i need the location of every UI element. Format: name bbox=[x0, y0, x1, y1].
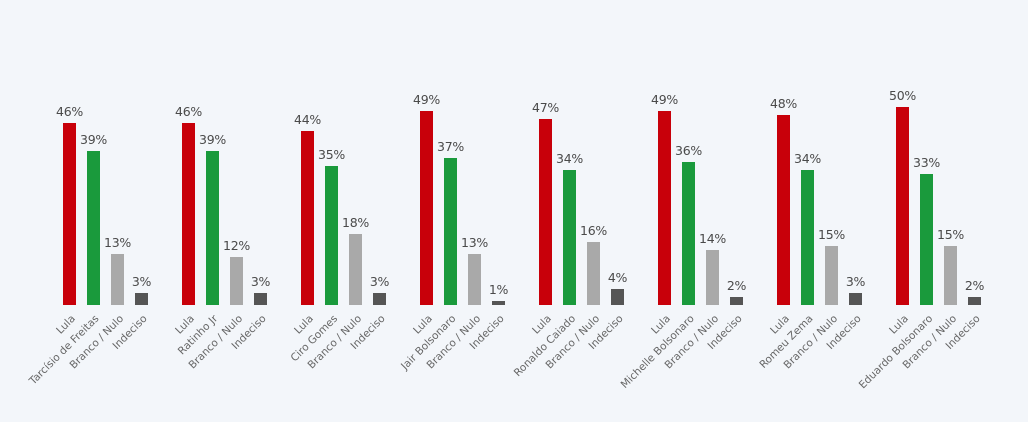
bar bbox=[611, 289, 624, 305]
bar bbox=[896, 107, 909, 305]
bar bbox=[325, 166, 338, 305]
bar-value-label: 15% bbox=[937, 226, 964, 242]
bar bbox=[444, 158, 457, 305]
bar-value-label: 34% bbox=[556, 151, 583, 167]
bar bbox=[206, 150, 219, 305]
bar bbox=[730, 297, 743, 305]
bar bbox=[944, 245, 957, 305]
bar-value-label: 35% bbox=[318, 147, 345, 163]
bar bbox=[801, 170, 814, 305]
bar-value-label: 36% bbox=[675, 143, 702, 159]
bar-value-label: 2% bbox=[726, 278, 747, 294]
bar bbox=[111, 253, 124, 305]
bar-value-label: 37% bbox=[437, 139, 464, 155]
bar bbox=[182, 122, 195, 305]
bar-value-label: 47% bbox=[532, 99, 559, 115]
bar bbox=[825, 245, 838, 305]
bar bbox=[373, 293, 386, 305]
bar-value-label: 3% bbox=[369, 274, 390, 290]
bar bbox=[420, 110, 433, 305]
bar bbox=[135, 293, 148, 305]
bar bbox=[539, 118, 552, 305]
bar-value-label: 39% bbox=[80, 131, 107, 147]
bar-value-label: 39% bbox=[199, 131, 226, 147]
bar-value-label: 12% bbox=[223, 238, 250, 254]
bar-value-label: 50% bbox=[889, 88, 916, 103]
bar-value-label: 3% bbox=[845, 274, 866, 290]
bar-value-label: 49% bbox=[651, 91, 678, 107]
bar-value-label: 13% bbox=[104, 234, 131, 250]
bar bbox=[254, 293, 267, 305]
bar bbox=[563, 170, 576, 305]
bar-value-label: 48% bbox=[770, 95, 797, 111]
bar bbox=[682, 162, 695, 305]
bar-value-label: 1% bbox=[488, 282, 509, 297]
bar bbox=[849, 293, 862, 305]
bar bbox=[468, 253, 481, 305]
bar bbox=[587, 241, 600, 305]
bar-value-label: 44% bbox=[294, 111, 321, 127]
bar bbox=[87, 150, 100, 305]
bar-value-label: 33% bbox=[913, 155, 940, 171]
bar bbox=[777, 114, 790, 305]
bar-value-label: 3% bbox=[250, 274, 271, 290]
bar-value-label: 4% bbox=[607, 270, 628, 286]
bar-value-label: 13% bbox=[461, 234, 488, 250]
bar-value-label: 34% bbox=[794, 151, 821, 167]
bar-value-label: 14% bbox=[699, 230, 726, 246]
bar-value-label: 49% bbox=[413, 91, 440, 107]
bar bbox=[230, 257, 243, 305]
bar-value-label: 2% bbox=[964, 278, 985, 294]
bar bbox=[968, 297, 981, 305]
bar-value-label: 18% bbox=[342, 214, 369, 230]
bar bbox=[349, 233, 362, 305]
bar bbox=[706, 249, 719, 305]
bar-value-label: 15% bbox=[818, 226, 845, 242]
bar bbox=[301, 130, 314, 305]
bar bbox=[492, 301, 505, 305]
bar-value-label: 3% bbox=[131, 274, 152, 290]
bar-value-label: 46% bbox=[175, 103, 202, 119]
bar-value-label: 16% bbox=[580, 222, 607, 238]
bar bbox=[63, 122, 76, 305]
bar-value-label: 46% bbox=[56, 103, 83, 119]
bar bbox=[920, 174, 933, 305]
bar bbox=[658, 110, 671, 305]
